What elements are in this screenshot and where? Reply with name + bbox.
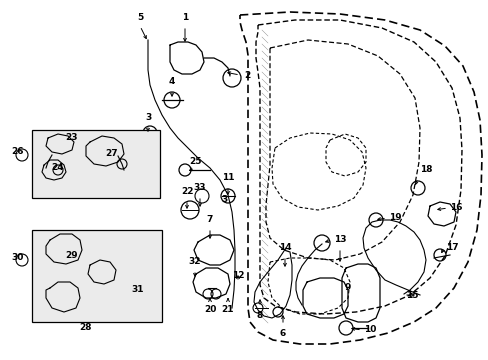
Text: 12: 12 — [231, 270, 244, 279]
Text: 5: 5 — [137, 13, 143, 22]
Text: 27: 27 — [105, 148, 118, 158]
Text: 8: 8 — [256, 310, 263, 320]
Text: 16: 16 — [449, 203, 461, 212]
Text: 11: 11 — [221, 174, 234, 183]
Text: 30: 30 — [12, 253, 24, 262]
Text: 31: 31 — [131, 285, 144, 294]
Bar — [32, 230, 162, 322]
Text: 15: 15 — [405, 291, 417, 300]
Text: 33: 33 — [193, 184, 206, 193]
Text: 13: 13 — [333, 235, 346, 244]
Text: 21: 21 — [221, 306, 234, 315]
Text: 24: 24 — [52, 163, 64, 172]
Text: 14: 14 — [278, 243, 291, 252]
Text: 26: 26 — [12, 148, 24, 157]
Text: 17: 17 — [445, 243, 457, 252]
Text: 32: 32 — [188, 257, 201, 266]
Text: 3: 3 — [222, 195, 228, 204]
Text: 20: 20 — [203, 306, 216, 315]
Text: 19: 19 — [388, 213, 401, 222]
Text: 2: 2 — [244, 71, 250, 80]
Text: 1: 1 — [182, 13, 188, 22]
Text: 18: 18 — [419, 166, 431, 175]
Text: 22: 22 — [181, 188, 193, 197]
Text: 4: 4 — [168, 77, 175, 86]
Text: 6: 6 — [279, 329, 285, 338]
Text: 23: 23 — [65, 134, 78, 143]
Text: 9: 9 — [344, 284, 350, 292]
Text: 29: 29 — [65, 251, 78, 260]
Text: 10: 10 — [363, 325, 375, 334]
Text: 25: 25 — [188, 158, 201, 166]
Text: 7: 7 — [206, 216, 213, 225]
Bar — [32, 130, 160, 198]
Text: 3: 3 — [144, 113, 151, 122]
Text: 28: 28 — [79, 324, 91, 333]
